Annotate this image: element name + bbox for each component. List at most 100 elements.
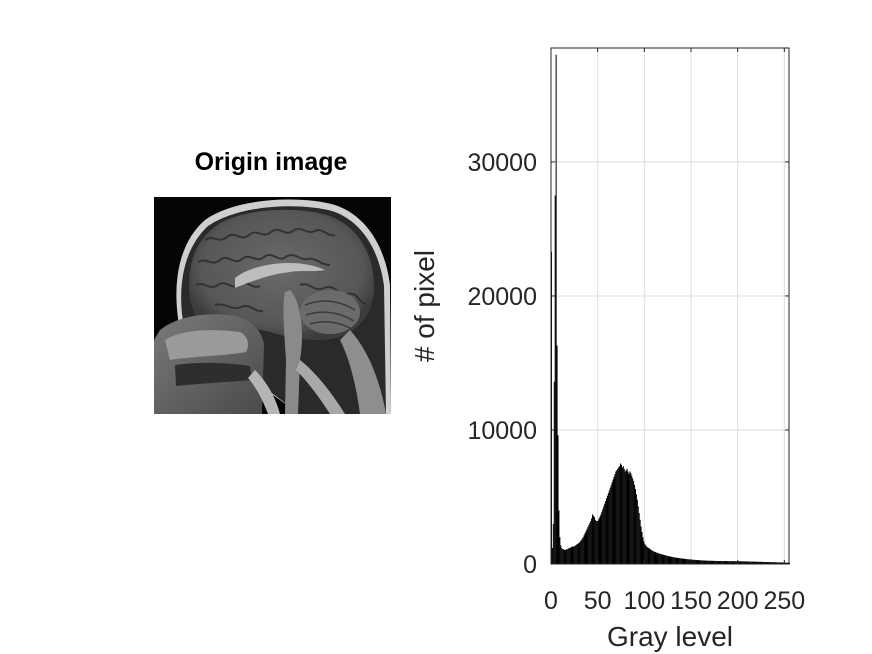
histogram-bar	[618, 467, 620, 564]
histogram-bar	[627, 471, 629, 564]
histogram-bar	[613, 476, 615, 564]
histogram-bar	[746, 561, 748, 564]
histogram-bar	[657, 553, 659, 564]
histogram-bar	[676, 557, 678, 564]
histogram-bar	[693, 559, 695, 564]
histogram-bar	[654, 551, 656, 564]
histogram-bars	[550, 54, 790, 564]
x-tick-labels: 0 50 100 150 200 250	[544, 587, 805, 615]
histogram-bar	[557, 435, 559, 564]
histogram-bar	[774, 562, 776, 564]
histogram-bar	[675, 557, 677, 564]
y-tick-label: 30000	[467, 149, 537, 177]
histogram-bar	[664, 555, 666, 564]
histogram-bar	[768, 562, 770, 564]
histogram-bar	[710, 560, 712, 564]
histogram-bar	[605, 501, 607, 564]
histogram-bar	[750, 561, 752, 564]
histogram-bar	[720, 561, 722, 564]
histogram-bar	[577, 543, 579, 564]
histogram-bar	[606, 495, 608, 564]
histogram-bar	[553, 381, 555, 564]
histogram-bar	[767, 562, 769, 564]
histogram-bar	[704, 560, 706, 564]
histogram-bar	[692, 559, 694, 564]
histogram-bar	[562, 549, 564, 564]
histogram-bar	[564, 549, 566, 564]
histogram-bar	[578, 543, 580, 564]
histogram-chart: 0 50 100 150 200 250 0 10000 20000 30000 Gray le…	[409, 47, 805, 652]
histogram-bar	[713, 560, 715, 564]
histogram-bar	[561, 547, 563, 564]
histogram-bar	[781, 562, 783, 564]
histogram-bar	[606, 498, 608, 564]
y-tick-labels: 0 10000 20000 30000	[467, 149, 537, 579]
histogram-bar	[706, 560, 708, 564]
histogram-bar	[787, 562, 789, 564]
histogram-bar	[619, 466, 621, 564]
histogram-bar	[668, 556, 670, 564]
histogram-bar	[725, 561, 727, 564]
histogram-bar	[749, 561, 751, 564]
histogram-bar	[770, 562, 772, 564]
histogram-bar	[678, 558, 680, 564]
histogram-bar	[598, 518, 600, 564]
x-tick-label: 250	[763, 587, 805, 615]
histogram-bar	[666, 555, 668, 564]
histogram-bar	[623, 468, 625, 564]
histogram-bar	[616, 470, 618, 564]
histogram-bar	[655, 552, 657, 564]
histogram-bar	[745, 561, 747, 564]
histogram-bar	[766, 562, 768, 564]
histogram-bar	[698, 560, 700, 564]
histogram-bar	[648, 548, 650, 564]
histogram-bar	[732, 561, 734, 564]
histogram-bar	[780, 562, 782, 564]
histogram-bar	[679, 558, 681, 564]
histogram-bar	[759, 561, 761, 564]
histogram-bar	[643, 541, 645, 564]
histogram-bar	[581, 538, 583, 564]
histogram-bar	[570, 547, 572, 564]
histogram-bar	[695, 559, 697, 564]
histogram-bar	[699, 560, 701, 564]
histogram-bar	[765, 562, 767, 564]
histogram-bar	[656, 552, 658, 564]
histogram-bar	[721, 561, 723, 564]
histogram-bar	[701, 560, 703, 564]
histogram-bar	[763, 561, 765, 564]
axes-frame	[550, 47, 790, 565]
histogram-bar	[704, 560, 706, 564]
histogram-bar	[724, 561, 726, 564]
histogram-bar	[682, 558, 684, 564]
histogram-bar	[773, 562, 775, 564]
x-axis-label: Gray level	[607, 621, 733, 652]
histogram-bar	[676, 557, 678, 564]
histogram-bar	[753, 561, 755, 564]
histogram-bar	[741, 561, 743, 564]
histogram-bar	[603, 506, 605, 564]
histogram-bar	[732, 561, 734, 564]
x-tick-label: 50	[584, 587, 612, 615]
histogram-bar	[592, 515, 594, 564]
histogram-bar	[670, 556, 672, 564]
histogram-bar	[611, 482, 613, 564]
histogram-bar	[620, 463, 622, 564]
histogram-bar	[680, 558, 682, 564]
histogram-bar	[665, 555, 667, 564]
histogram-bar	[586, 529, 588, 564]
histogram-bar	[673, 557, 675, 564]
histogram-bar	[714, 560, 716, 564]
histogram-bar	[648, 547, 650, 564]
histogram-bar	[716, 560, 718, 564]
histogram-bar	[705, 560, 707, 564]
histogram-bar	[660, 553, 662, 564]
histogram-bar	[607, 492, 609, 564]
histogram-bar	[735, 561, 737, 564]
histogram-bar	[589, 523, 591, 564]
histogram-bar	[558, 510, 560, 564]
histogram-bar	[559, 537, 561, 564]
histogram-bar	[600, 514, 602, 564]
histogram-bar	[779, 562, 781, 564]
histogram-bar	[771, 562, 773, 564]
